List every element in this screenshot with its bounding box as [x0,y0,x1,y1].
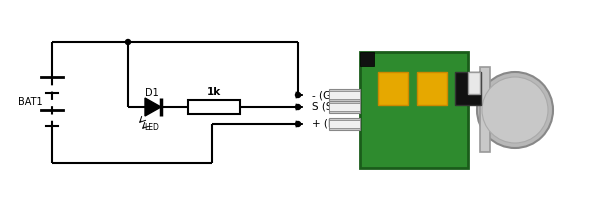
Bar [329,89,360,101]
Polygon shape [145,98,161,116]
Bar [417,72,447,105]
Bar [378,72,408,105]
Bar [329,120,360,128]
Bar [468,72,480,94]
Text: LED: LED [144,123,159,133]
Bar [329,101,360,113]
Bar [188,100,240,114]
Circle shape [296,122,301,126]
Text: - (Ground): - (Ground) [312,90,365,100]
Bar [329,118,360,130]
Bar [360,52,468,168]
Circle shape [296,92,301,97]
Text: + (Positive power supply): + (Positive power supply) [312,119,446,129]
Circle shape [296,105,301,109]
Bar [480,67,490,152]
Bar [455,72,481,105]
Circle shape [477,72,553,148]
Circle shape [482,77,548,143]
Bar [360,52,374,66]
Bar [329,91,360,99]
Text: D1: D1 [145,88,159,98]
Text: 1k: 1k [207,87,221,97]
Circle shape [125,39,131,45]
Text: BAT1: BAT1 [17,97,43,107]
Bar [329,103,360,111]
Text: S (Signal Output): S (Signal Output) [312,102,402,112]
